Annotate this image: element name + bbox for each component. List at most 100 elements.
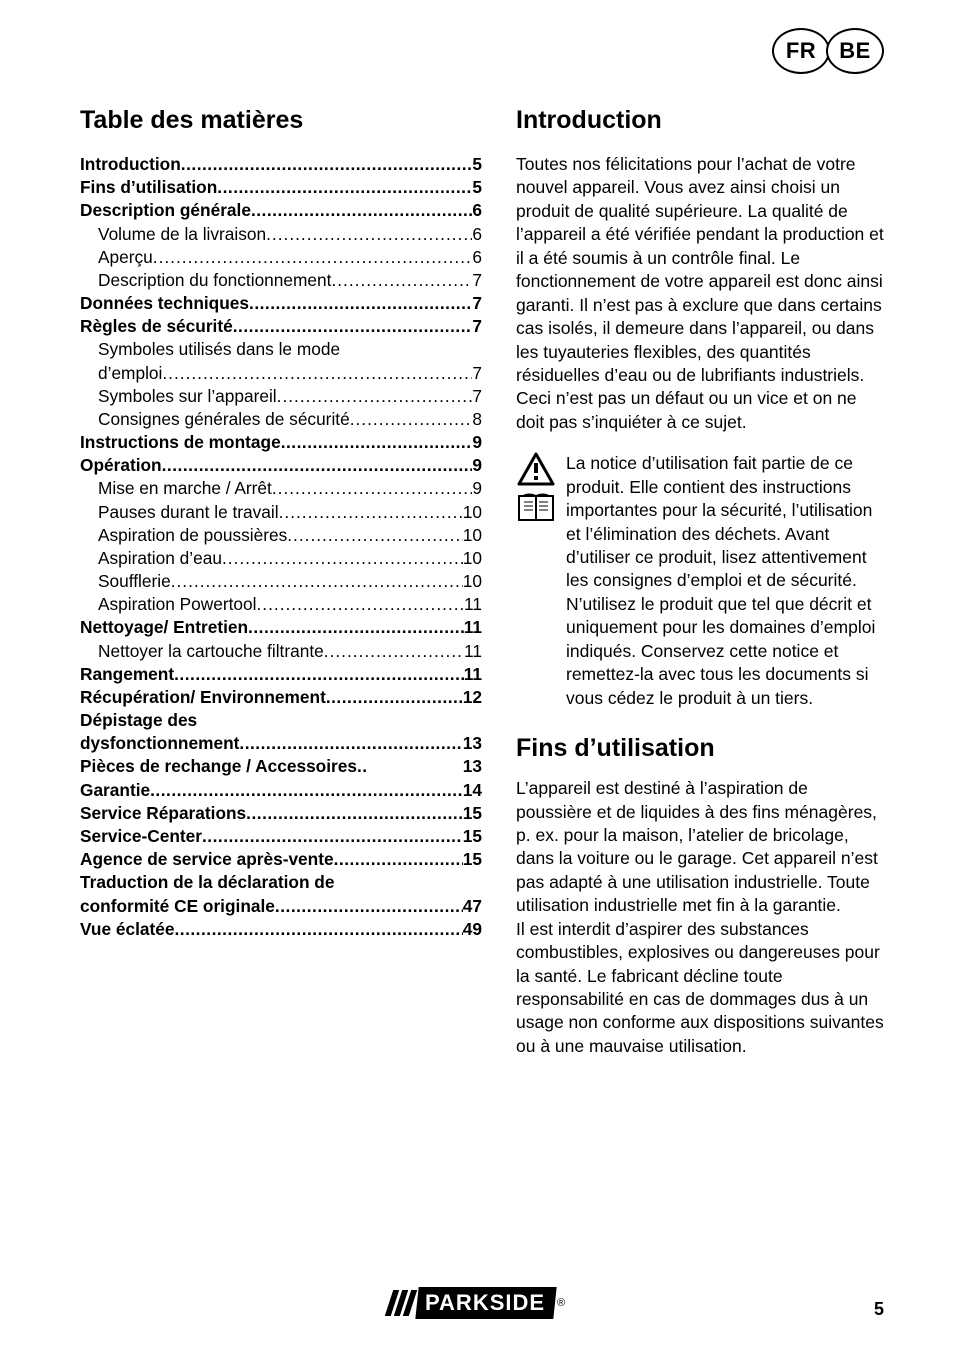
toc-leader xyxy=(266,223,472,246)
toc-title: Table des matières xyxy=(80,106,482,135)
toc-page: 7 xyxy=(472,362,482,385)
toc-label: conformité CE originale xyxy=(80,895,275,918)
toc-column: Table des matières Introduction 5 Fins d’u… xyxy=(80,106,482,1058)
intro-title: Introduction xyxy=(516,106,884,135)
notice-text: La notice d’utilisation fait partie de c… xyxy=(566,452,884,710)
toc-leader xyxy=(281,431,473,454)
toc-label: Traduction de la déclaration de xyxy=(80,871,334,894)
toc-page: 10 xyxy=(463,501,482,524)
toc-leader xyxy=(162,362,472,385)
toc-page: 14 xyxy=(463,779,482,802)
toc-page: 11 xyxy=(464,593,482,616)
toc-page: 6 xyxy=(472,223,482,246)
toc-label: Consignes générales de sécurité xyxy=(98,408,350,431)
toc-page: 6 xyxy=(472,199,482,222)
toc-page: 13 xyxy=(463,755,482,778)
manual-icon xyxy=(517,492,555,522)
toc-page: 9 xyxy=(472,477,482,500)
toc-leader xyxy=(171,570,463,593)
toc-page: 7 xyxy=(472,315,482,338)
toc-leader xyxy=(279,501,463,524)
toc-leader xyxy=(251,199,472,222)
toc-page: 9 xyxy=(472,431,482,454)
toc-page: 9 xyxy=(472,454,482,477)
toc-label: Instructions de montage xyxy=(80,431,281,454)
toc-page: 15 xyxy=(463,802,482,825)
toc-leader xyxy=(222,547,463,570)
toc-page: 11 xyxy=(464,663,482,686)
toc-label: Fins d’utilisation xyxy=(80,176,217,199)
toc-page: 7 xyxy=(472,269,482,292)
toc-leader: .. xyxy=(357,755,463,778)
toc-leader xyxy=(277,385,473,408)
language-badges: FR BE xyxy=(776,28,884,74)
toc-leader xyxy=(249,292,472,315)
toc-label: Rangement xyxy=(80,663,174,686)
toc-page: 47 xyxy=(463,895,482,918)
toc-leader xyxy=(248,616,464,639)
toc-label: Service Réparations xyxy=(80,802,246,825)
toc-page: 10 xyxy=(463,547,482,570)
toc-label: Description générale xyxy=(80,199,251,222)
toc-leader xyxy=(174,663,464,686)
toc-leader xyxy=(239,732,462,755)
toc-label: Vue éclatée xyxy=(80,918,174,941)
toc-label: d’emploi xyxy=(98,362,162,385)
footer: PARKSIDE ® xyxy=(0,1286,954,1320)
toc-label: Règles de sécurité xyxy=(80,315,233,338)
toc-page: 12 xyxy=(463,686,482,709)
toc-leader xyxy=(162,454,473,477)
toc-leader xyxy=(202,825,463,848)
toc-page: 11 xyxy=(464,640,482,663)
toc-label: Aperçu xyxy=(98,246,153,269)
registered-icon: ® xyxy=(557,1297,565,1309)
toc-leader xyxy=(153,246,473,269)
notice-icons xyxy=(516,452,556,710)
toc-label: Aspiration d’eau xyxy=(98,547,222,570)
toc-label: Volume de la livraison xyxy=(98,223,266,246)
toc-leader xyxy=(181,153,473,176)
toc-leader xyxy=(246,802,463,825)
notice-box: La notice d’utilisation fait partie de c… xyxy=(516,452,884,710)
warning-icon xyxy=(517,452,555,486)
content-column: Introduction Toutes nos félicitations po… xyxy=(516,106,884,1058)
toc-label: Données techniques xyxy=(80,292,249,315)
toc-page: 10 xyxy=(463,524,482,547)
toc-label: Garantie xyxy=(80,779,150,802)
toc-label: Nettoyer la cartouche filtrante xyxy=(98,640,324,663)
toc-leader xyxy=(174,918,462,941)
lang-badge-be: BE xyxy=(826,28,884,74)
toc-label: Opération xyxy=(80,454,162,477)
toc-label: Aspiration de poussières xyxy=(98,524,287,547)
toc-label: Symboles utilisés dans le mode xyxy=(98,338,340,361)
toc-page: 5 xyxy=(472,153,482,176)
logo-text: PARKSIDE xyxy=(415,1287,556,1319)
toc-label: Mise en marche / Arrêt xyxy=(98,477,272,500)
toc-label: Service-Center xyxy=(80,825,202,848)
toc-leader xyxy=(324,640,464,663)
fins-title: Fins d’utilisation xyxy=(516,734,884,763)
toc-label: Introduction xyxy=(80,153,181,176)
toc-label: Pièces de rechange / Accessoires xyxy=(80,755,357,778)
toc-label: Pauses durant le travail xyxy=(98,501,279,524)
toc-leader xyxy=(334,848,463,871)
toc-leader xyxy=(272,477,473,500)
toc-leader xyxy=(350,408,473,431)
toc-label: Nettoyage/ Entretien xyxy=(80,616,248,639)
toc-leader xyxy=(233,315,473,338)
toc-leader xyxy=(150,779,463,802)
toc-label: Description du fonctionnement xyxy=(98,269,331,292)
toc-label: Soufflerie xyxy=(98,570,171,593)
lang-badge-fr: FR xyxy=(772,28,830,74)
toc-page: 7 xyxy=(472,385,482,408)
toc-label: Récupération/ Environnement xyxy=(80,686,326,709)
toc-leader xyxy=(331,269,472,292)
toc-page: 13 xyxy=(463,732,482,755)
toc-leader xyxy=(326,686,463,709)
toc-label: Aspiration Powertool xyxy=(98,593,257,616)
toc-leader xyxy=(257,593,465,616)
toc-page: 10 xyxy=(463,570,482,593)
toc-page: 11 xyxy=(464,616,482,639)
page-number: 5 xyxy=(874,1299,884,1320)
toc-page: 49 xyxy=(463,918,482,941)
